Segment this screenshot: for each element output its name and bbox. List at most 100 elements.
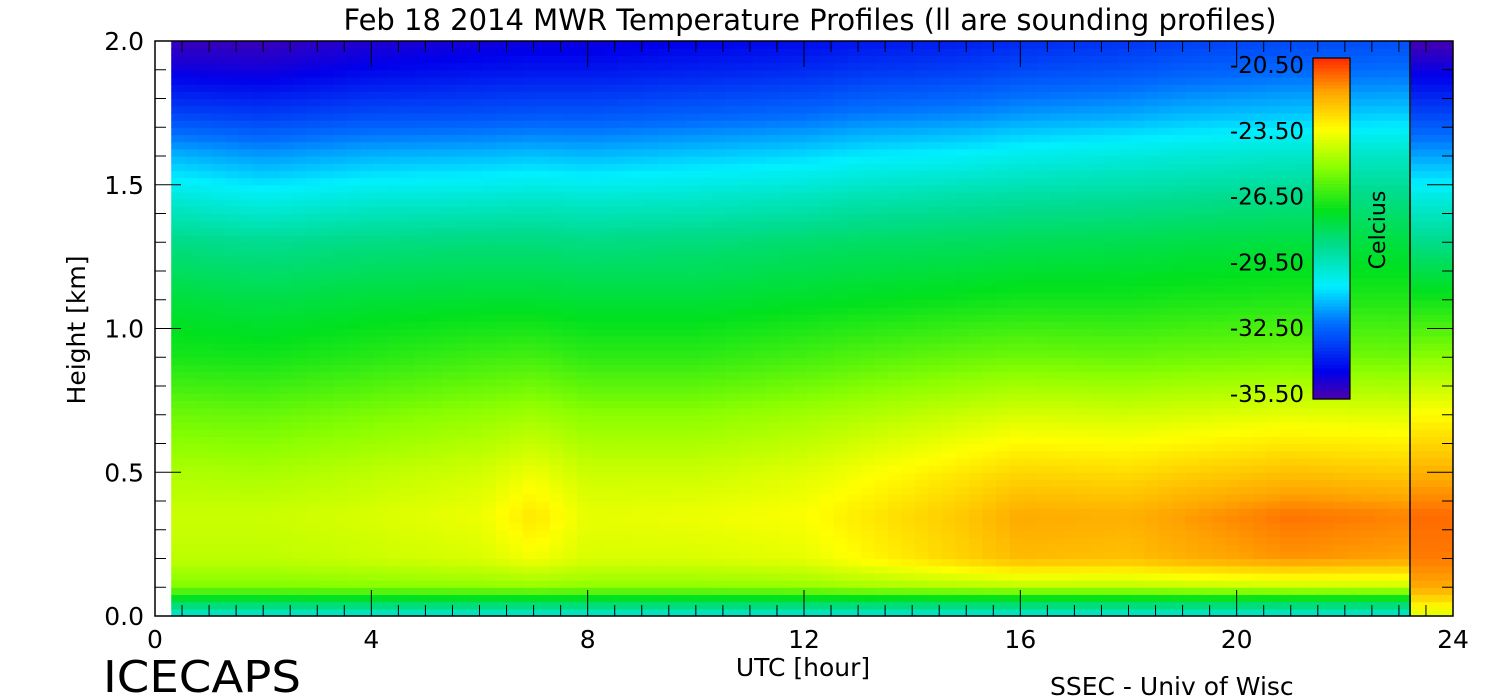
heatmap-cell bbox=[576, 508, 591, 516]
heatmap-cell bbox=[820, 407, 835, 416]
heatmap-cell bbox=[522, 414, 537, 423]
heatmap-cell bbox=[549, 608, 564, 616]
heatmap-cell bbox=[428, 271, 443, 279]
heatmap-cell bbox=[752, 191, 767, 200]
heatmap-cell bbox=[468, 386, 483, 394]
heatmap-cell bbox=[306, 378, 321, 387]
heatmap-cell bbox=[211, 220, 226, 229]
heatmap-cell bbox=[941, 335, 957, 344]
heatmap-cell bbox=[171, 263, 186, 272]
heatmap-cell bbox=[441, 41, 456, 49]
heatmap-cell bbox=[468, 421, 483, 430]
heatmap-cell bbox=[874, 472, 889, 481]
heatmap-cell bbox=[509, 364, 524, 373]
heatmap-cell bbox=[238, 41, 253, 49]
heatmap-cell bbox=[292, 134, 308, 143]
heatmap-cell bbox=[549, 465, 564, 473]
heatmap-cell bbox=[576, 608, 591, 616]
heatmap-cell bbox=[360, 321, 375, 330]
heatmap-cell bbox=[698, 486, 713, 495]
heatmap-cell bbox=[644, 357, 659, 366]
heatmap-cell bbox=[509, 235, 524, 243]
heatmap-cell bbox=[401, 594, 416, 603]
heatmap-cell bbox=[563, 170, 578, 179]
heatmap-cell bbox=[468, 371, 483, 380]
heatmap-cell bbox=[914, 479, 929, 488]
heatmap-cell bbox=[265, 263, 280, 272]
heatmap-cell bbox=[509, 278, 524, 286]
heatmap-cell bbox=[211, 76, 226, 85]
heatmap-cell bbox=[887, 227, 902, 236]
heatmap-cell bbox=[252, 191, 267, 200]
heatmap-cell bbox=[360, 170, 375, 179]
heatmap-cell bbox=[576, 414, 591, 423]
heatmap-cell bbox=[198, 400, 213, 409]
heatmap-cell bbox=[522, 306, 537, 315]
heatmap-cell bbox=[603, 177, 619, 186]
heatmap-cell bbox=[914, 414, 929, 423]
heatmap-cell bbox=[779, 199, 794, 207]
heatmap-cell bbox=[265, 335, 280, 344]
heatmap-cell bbox=[347, 558, 362, 567]
heatmap-cell bbox=[401, 213, 416, 222]
heatmap-cell bbox=[549, 378, 564, 387]
heatmap-cell bbox=[603, 278, 619, 286]
heatmap-cell bbox=[685, 48, 700, 56]
heatmap-cell bbox=[252, 292, 267, 301]
heatmap-cell bbox=[725, 479, 740, 488]
heatmap-cell bbox=[536, 414, 551, 423]
heatmap-cell bbox=[306, 69, 321, 78]
heatmap-cell bbox=[238, 112, 253, 121]
heatmap-cell bbox=[184, 235, 199, 243]
heatmap-cell bbox=[360, 120, 375, 128]
heatmap-cell bbox=[739, 572, 754, 581]
heatmap-cell bbox=[739, 62, 754, 71]
heatmap-cell bbox=[184, 220, 199, 229]
heatmap-cell bbox=[428, 105, 443, 114]
heatmap-cell bbox=[482, 342, 497, 351]
heatmap-cell bbox=[414, 220, 429, 229]
heatmap-cell bbox=[576, 529, 591, 538]
heatmap-cell bbox=[779, 515, 794, 524]
heatmap-cell bbox=[657, 62, 673, 71]
heatmap-cell bbox=[292, 378, 308, 387]
heatmap-cell bbox=[752, 357, 767, 366]
heatmap-cell bbox=[455, 76, 470, 85]
heatmap-cell bbox=[833, 256, 848, 265]
heatmap-cell bbox=[441, 91, 456, 100]
heatmap-cell bbox=[306, 357, 321, 366]
heatmap-cell bbox=[360, 414, 375, 423]
heatmap-cell bbox=[347, 536, 362, 545]
heatmap-cell bbox=[752, 400, 767, 409]
heatmap-cell bbox=[644, 429, 659, 437]
heatmap-cell bbox=[833, 76, 848, 85]
heatmap-cell bbox=[779, 220, 794, 229]
heatmap-cell bbox=[333, 148, 348, 157]
heatmap-cell bbox=[657, 76, 673, 85]
heatmap-cell bbox=[685, 148, 700, 157]
heatmap-cell bbox=[522, 120, 537, 128]
heatmap-cell bbox=[265, 306, 280, 315]
heatmap-cell bbox=[441, 436, 456, 445]
heatmap-cell bbox=[576, 421, 591, 430]
heatmap-cell bbox=[319, 206, 335, 215]
heatmap-cell bbox=[319, 400, 335, 409]
heatmap-cell bbox=[374, 220, 389, 229]
heatmap-cell bbox=[712, 120, 727, 128]
heatmap-cell bbox=[265, 486, 280, 495]
heatmap-cell bbox=[874, 465, 889, 473]
heatmap-cell bbox=[644, 55, 659, 64]
heatmap-cell bbox=[996, 105, 1011, 114]
heatmap-cell bbox=[874, 378, 889, 387]
heatmap-cell bbox=[252, 501, 267, 509]
heatmap-cell bbox=[617, 450, 632, 459]
heatmap-cell bbox=[603, 112, 619, 121]
heatmap-cell bbox=[657, 263, 673, 272]
heatmap-cell bbox=[820, 191, 835, 200]
heatmap-cell bbox=[292, 220, 308, 229]
heatmap-cell bbox=[563, 91, 578, 100]
heatmap-cell bbox=[725, 271, 740, 279]
heatmap-cell bbox=[482, 62, 497, 71]
heatmap-cell bbox=[563, 386, 578, 394]
heatmap-cell bbox=[428, 414, 443, 423]
